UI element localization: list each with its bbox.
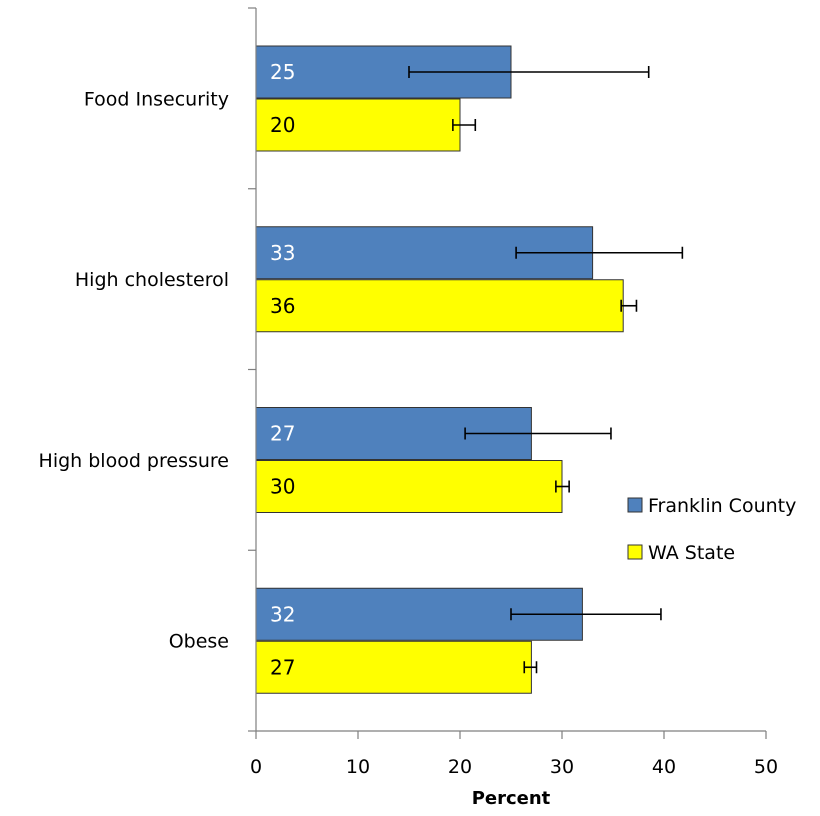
x-tick-label: 40	[652, 756, 676, 778]
bar	[255, 279, 624, 333]
legend-swatch	[627, 497, 643, 513]
data-label: 30	[270, 475, 295, 499]
x-tick-label: 20	[448, 756, 472, 778]
legend-label: Franklin County	[648, 495, 796, 517]
x-tick-labels-layer: 0 10 20 30 40 50	[250, 756, 778, 778]
bar	[255, 640, 532, 694]
x-tick-label: 10	[346, 756, 370, 778]
data-label: 27	[270, 422, 295, 446]
bar-labels-layer: 25 20 33 36 27 30 32 27	[270, 60, 295, 679]
category-labels-layer: Food Insecurity High cholesterol High bloo…	[39, 88, 229, 652]
data-label: 20	[270, 113, 295, 137]
legend: Franklin County WA State	[627, 495, 796, 564]
category-label: High blood pressure	[39, 450, 229, 472]
legend-swatch	[627, 544, 643, 560]
category-label: High cholesterol	[75, 269, 229, 291]
data-label: 33	[270, 241, 295, 265]
x-tick-label: 30	[550, 756, 574, 778]
x-axis-title: Percent	[472, 788, 551, 809]
data-label: 36	[270, 294, 295, 318]
data-label: 27	[270, 655, 295, 679]
error-bars-layer	[408, 66, 684, 674]
data-label: 32	[270, 602, 295, 626]
bar	[255, 460, 563, 513]
x-tick-label: 0	[250, 756, 262, 778]
category-label: Obese	[169, 631, 229, 653]
bar	[255, 98, 461, 152]
data-label: 25	[270, 60, 295, 84]
category-label: Food Insecurity	[84, 88, 229, 110]
legend-label: WA State	[648, 542, 735, 564]
bars-layer	[255, 45, 624, 694]
x-tick-label: 50	[754, 756, 778, 778]
axes-layer	[248, 7, 767, 739]
